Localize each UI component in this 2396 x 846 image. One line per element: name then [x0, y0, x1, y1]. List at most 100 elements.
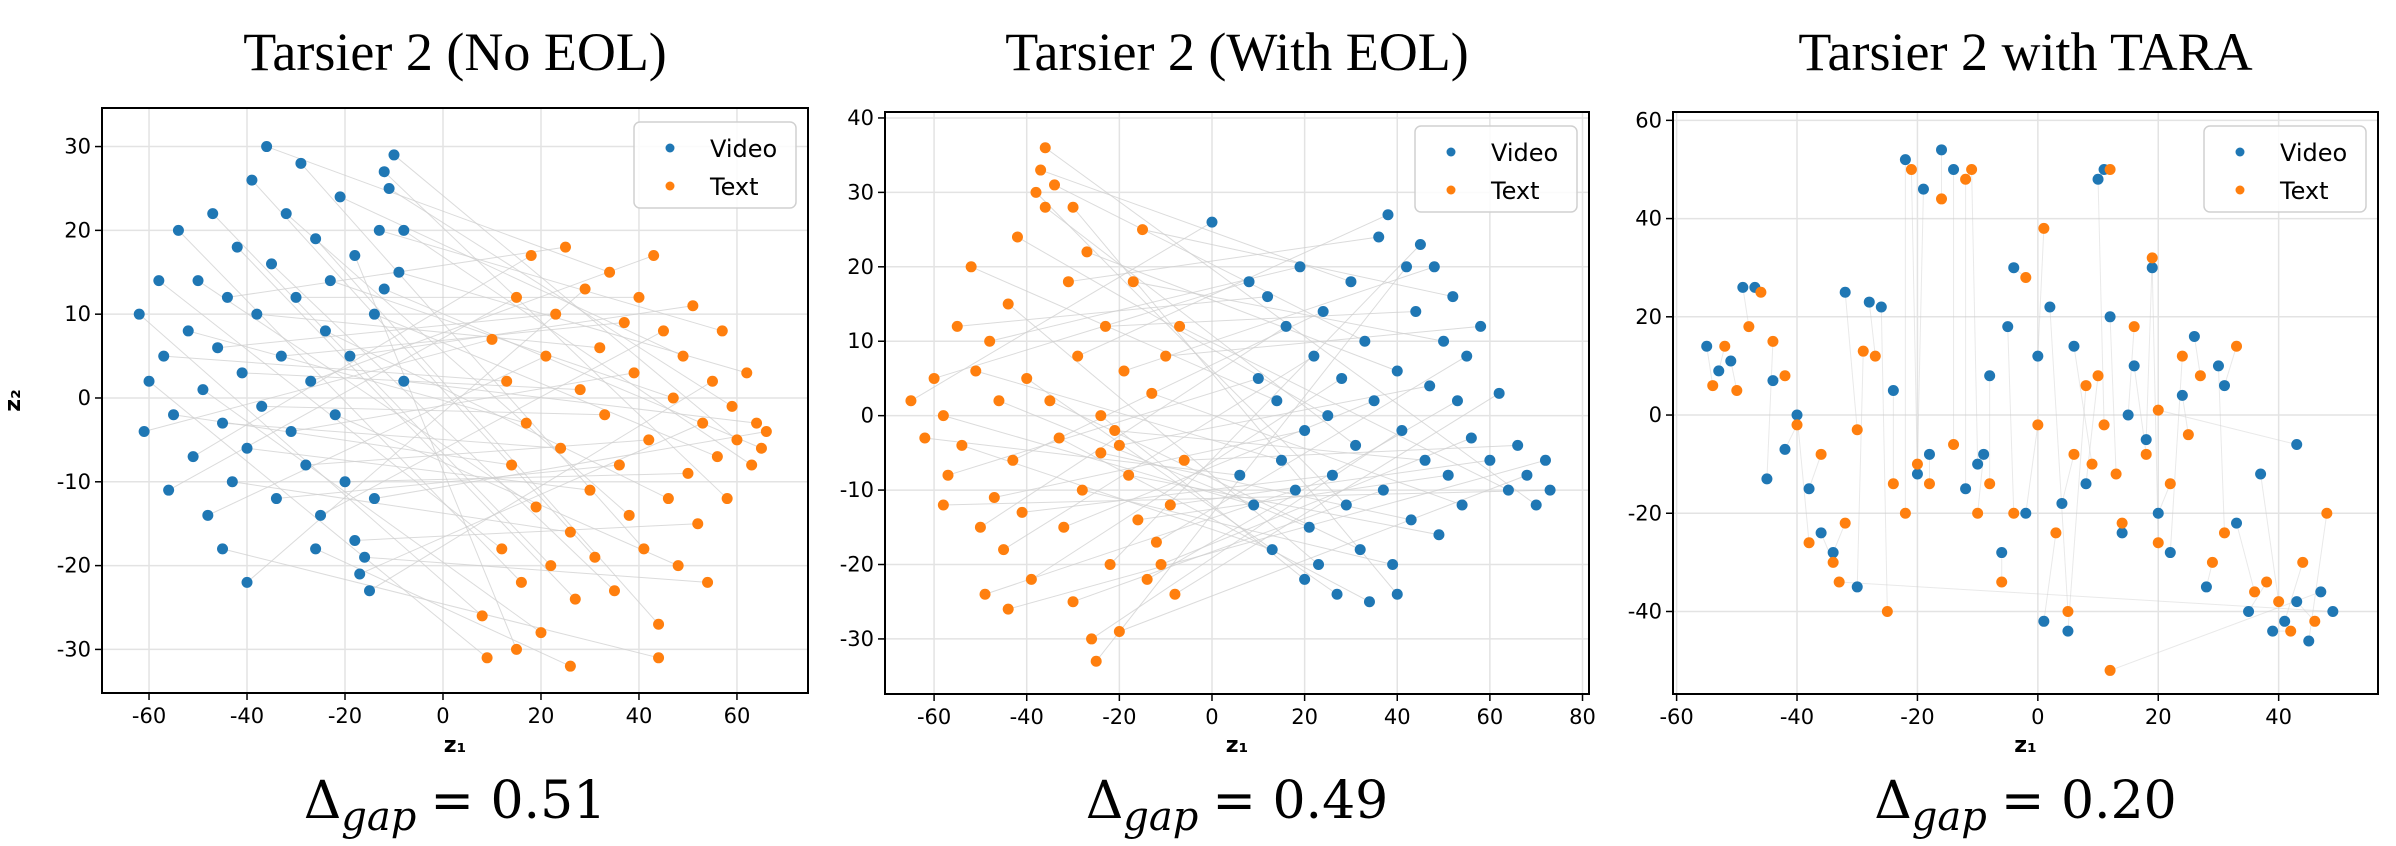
- video-point: [1456, 499, 1468, 511]
- text-point: [599, 409, 611, 421]
- text-point: [1109, 425, 1121, 437]
- video-point: [1442, 469, 1454, 481]
- text-point: [555, 442, 567, 454]
- text-point: [2164, 478, 2176, 490]
- pair-line: [202, 389, 542, 634]
- text-point: [1815, 448, 1827, 460]
- pair-line: [222, 422, 561, 449]
- plot-frame: [1672, 111, 2379, 695]
- pair-line: [1077, 214, 1389, 357]
- x-axis-label: z₁: [444, 733, 466, 758]
- text-point: [726, 400, 738, 412]
- pair-line: [2193, 336, 2201, 376]
- pair-line: [291, 372, 635, 433]
- pair-line: [325, 330, 669, 500]
- text-point: [589, 551, 601, 563]
- video-point: [221, 291, 233, 303]
- pair-line: [943, 415, 1254, 506]
- text-point: [1141, 573, 1153, 585]
- text-point: [751, 417, 763, 429]
- video-point: [1851, 581, 1863, 593]
- video-point: [2267, 625, 2279, 637]
- text-point: [657, 325, 669, 337]
- pair-line: [246, 288, 586, 583]
- video-point: [2303, 635, 2315, 647]
- pair-line: [2007, 326, 2015, 514]
- gap-symbol: Δ: [304, 771, 342, 831]
- scatter-panel-2: Tarsier 2 (With EOL) -60 -40 -20 0 20 40 60 80 -3…: [840, 22, 1596, 840]
- video-point: [1345, 276, 1357, 288]
- text-point: [1899, 507, 1911, 519]
- video-point: [398, 224, 410, 236]
- text-point: [1113, 625, 1125, 637]
- video-point: [339, 476, 351, 488]
- video-point: [1336, 372, 1348, 384]
- pair-line: [2223, 346, 2237, 386]
- text-point: [2321, 507, 2333, 519]
- text-point: [1779, 370, 1791, 382]
- video-point: [1465, 432, 1477, 444]
- video-point: [310, 233, 322, 245]
- text-point: [993, 395, 1005, 407]
- video-point: [1447, 291, 1459, 303]
- text-point: [510, 291, 522, 303]
- pair-line: [1151, 392, 1463, 506]
- video-point: [373, 224, 385, 236]
- video-point: [1767, 375, 1779, 387]
- text-point: [525, 250, 537, 262]
- text-point: [1960, 173, 1972, 185]
- pair-line: [144, 338, 493, 432]
- text-point: [746, 459, 758, 471]
- pair-line: [271, 263, 615, 592]
- y-tick-label: -20: [840, 553, 874, 577]
- text-point: [584, 484, 596, 496]
- text-point: [1113, 439, 1125, 451]
- text-point: [520, 417, 532, 429]
- pair-line: [207, 355, 547, 516]
- text-point: [1090, 655, 1102, 667]
- pair-line: [354, 255, 517, 650]
- text-point: [643, 434, 655, 446]
- plot-frame: [101, 107, 809, 694]
- video-point: [207, 208, 219, 220]
- pair-line: [989, 266, 1301, 342]
- pair-line: [2067, 385, 2087, 632]
- video-point: [153, 275, 165, 287]
- video-point: [192, 275, 204, 287]
- text-point: [1719, 340, 1731, 352]
- text-point: [594, 342, 606, 354]
- text-point: [1174, 320, 1186, 332]
- text-point: [956, 439, 968, 451]
- gap-symbol: Δ: [1086, 771, 1124, 831]
- y-tick-label: -10: [840, 478, 874, 502]
- pair-line: [1072, 489, 1384, 603]
- video-point: [1996, 547, 2008, 559]
- legend: Video Text: [633, 121, 797, 209]
- chart-title: Tarsier 2 with TARA: [1798, 22, 2252, 82]
- y-tick-label: 40: [1635, 207, 1662, 231]
- x-tick-label: -20: [1900, 705, 1934, 729]
- video-point: [1391, 365, 1403, 377]
- pair-line: [2151, 267, 2159, 543]
- video-point: [163, 484, 175, 496]
- y-tick-label: 10: [847, 329, 874, 353]
- pair-line: [2109, 316, 2117, 474]
- pair-line: [2109, 591, 2321, 671]
- video-point: [349, 534, 361, 546]
- legend-box: [633, 121, 797, 209]
- pair-line: [398, 271, 747, 374]
- text-point: [2038, 222, 2050, 234]
- video-point: [1299, 573, 1311, 585]
- text-point: [604, 266, 616, 278]
- video-point: [1737, 281, 1749, 293]
- text-point: [1169, 588, 1181, 600]
- y-tick-label: 30: [64, 135, 91, 159]
- pair-line: [379, 229, 723, 332]
- video-point: [2176, 389, 2188, 401]
- text-point: [965, 261, 977, 273]
- pair-line: [1007, 303, 1319, 565]
- text-point: [1095, 447, 1107, 459]
- text-point: [2080, 380, 2092, 392]
- text-point: [1025, 573, 1037, 585]
- video-point: [1461, 350, 1473, 362]
